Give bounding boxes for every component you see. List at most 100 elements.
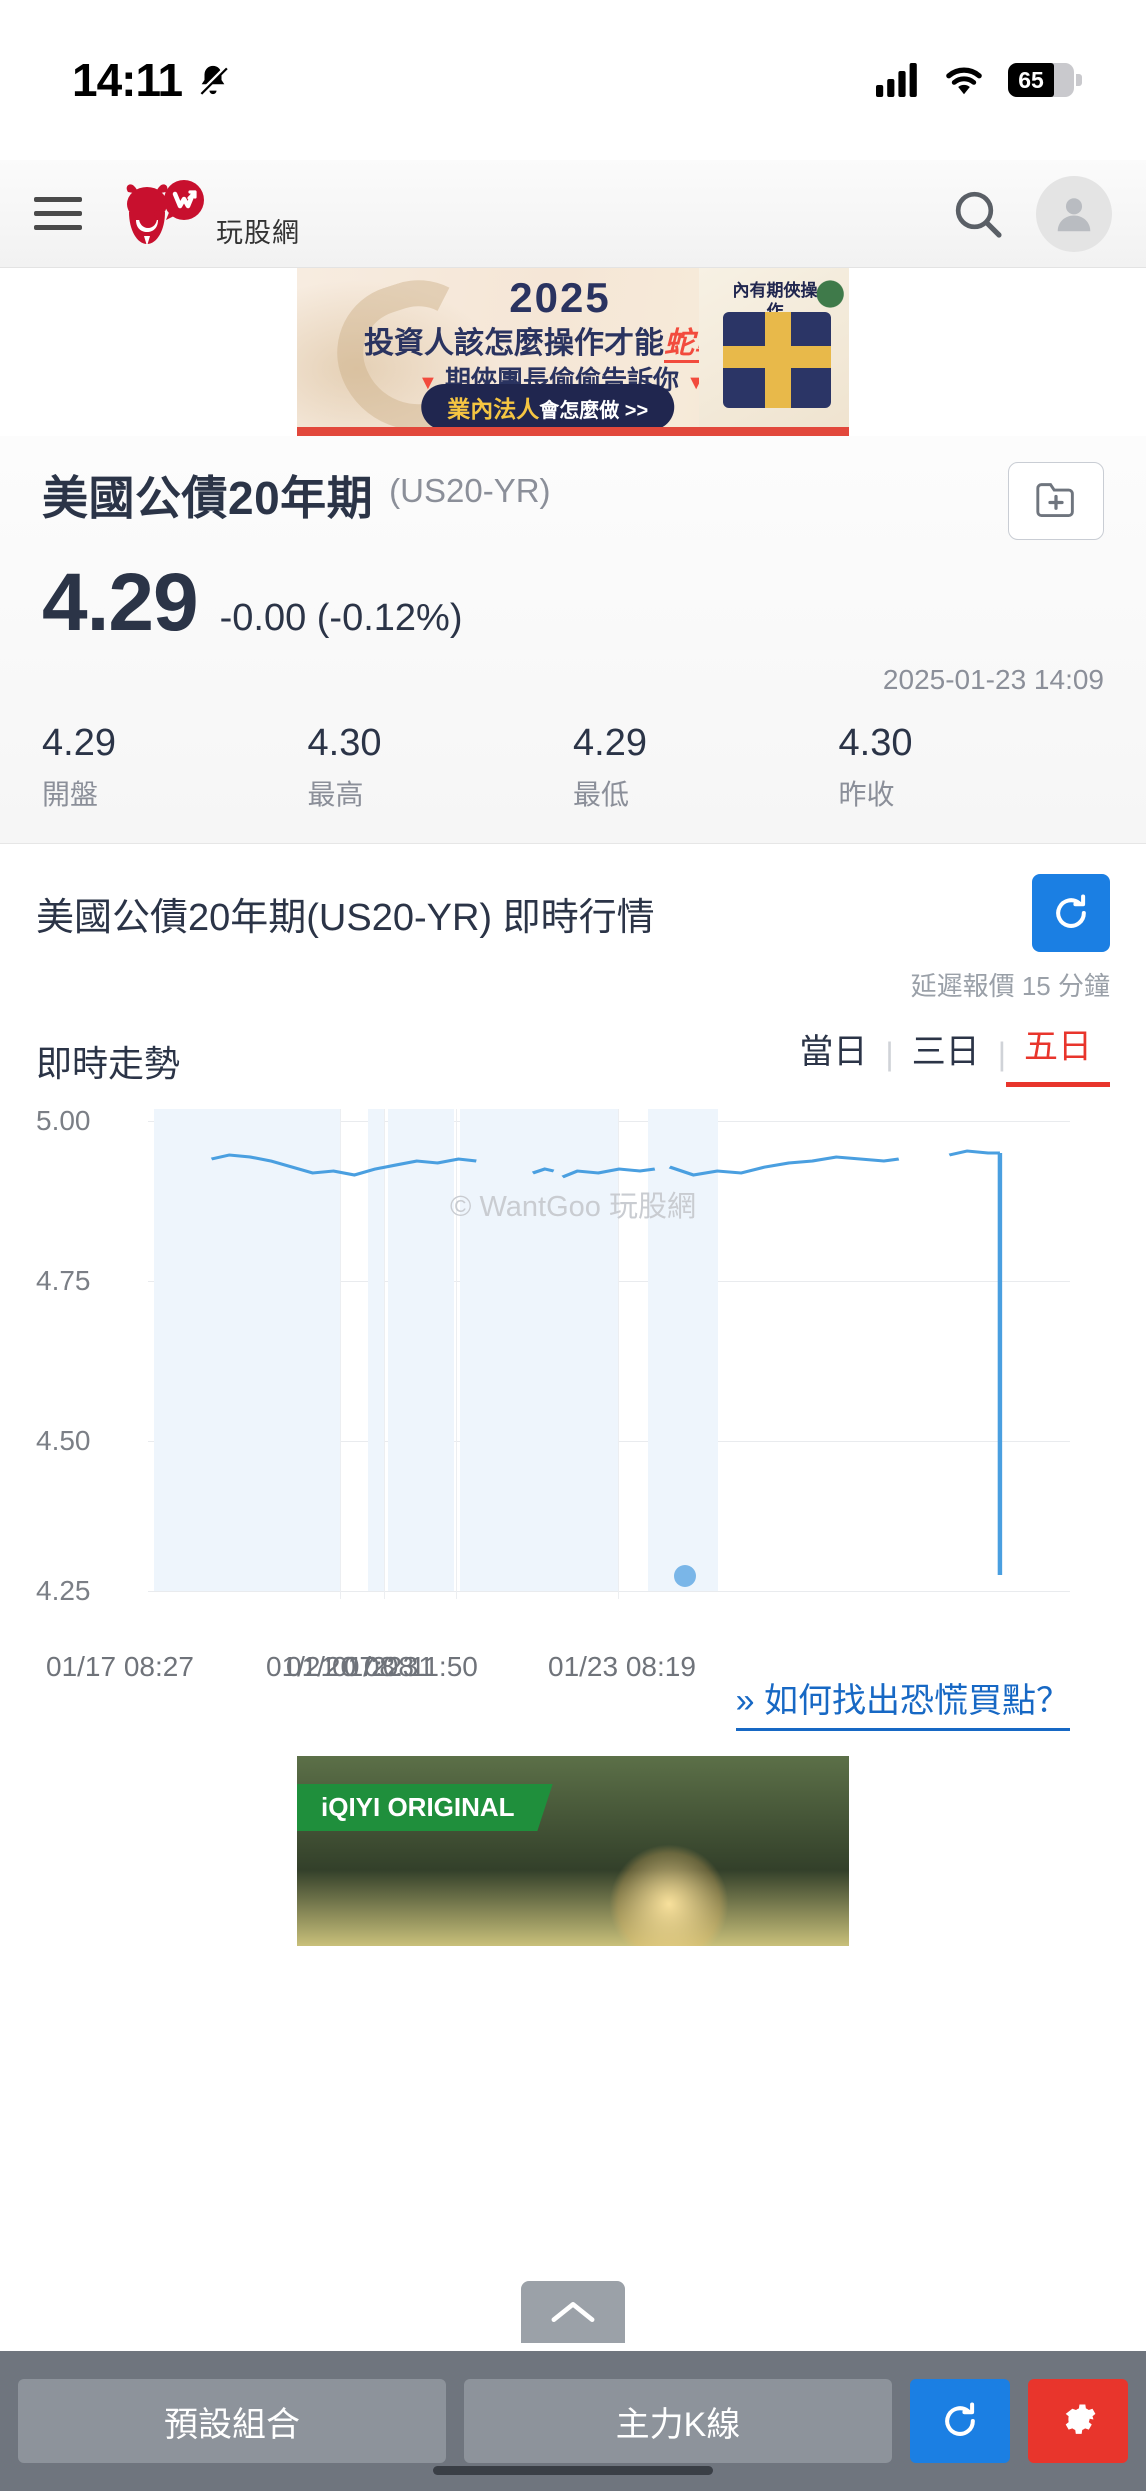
stat-value: 4.30 <box>307 722 382 764</box>
chart-tab-row: 即時走勢 當日 | 三日 | 五日 <box>36 1019 1110 1087</box>
tab-three-day[interactable]: 三日 <box>911 1033 980 1071</box>
refresh-icon[interactable] <box>910 2379 1010 2463</box>
session-band <box>368 1109 384 1591</box>
stat-low: 4.29 最低 <box>573 722 839 813</box>
cellular-signal-icon <box>876 63 917 97</box>
delay-note: 延遲報價 15 分鐘 <box>910 971 1110 1001</box>
instrument-code: (US20-YR) <box>389 472 551 509</box>
session-band <box>154 1109 340 1591</box>
home-indicator <box>433 2466 713 2475</box>
main-force-kline-button[interactable]: 主力K線 <box>464 2379 892 2463</box>
session-band <box>388 1109 454 1591</box>
vertical-gridline <box>456 1109 457 1599</box>
hamburger-menu-icon[interactable] <box>34 197 82 230</box>
stat-label: 最高 <box>307 779 364 810</box>
instrument-name: 美國公債20年期 <box>42 472 374 524</box>
status-bar-left: 14:11 <box>72 53 230 107</box>
vertical-gridline <box>384 1109 385 1599</box>
ad-banner[interactable]: 2025 投資人該怎麼操作才能蛇拿九穩 ▼ 期俠團長偷偷告訴你 ▼ 業內法人會怎… <box>297 268 849 436</box>
find-panic-buy-label: » 如何找出恐慌買點？ <box>735 1682 1070 1731</box>
status-bar: 14:11 65 <box>0 0 1146 160</box>
x-tick-label: 01/22 11:50 <box>332 1651 478 1682</box>
stat-value: 4.29 <box>42 722 116 764</box>
stat-open: 4.29 開盤 <box>42 722 308 813</box>
x-tick-label: 01/17 08:27 <box>46 1651 194 1682</box>
last-price: 4.29 <box>42 557 199 648</box>
price-chart[interactable]: 5.00 4.75 4.50 4.25 <box>36 1105 1110 1682</box>
battery-level: 65 <box>1018 66 1044 93</box>
price-change: -0.00 (-0.12%) <box>219 597 463 639</box>
stat-prev-close: 4.30 昨收 <box>839 722 1105 813</box>
gear-icon[interactable] <box>1028 2379 1128 2463</box>
pine-branch-icon <box>805 270 847 310</box>
gift-band-vertical <box>765 312 791 408</box>
y-tick-label: 4.75 <box>36 1265 91 1296</box>
y-tick-label: 4.50 <box>36 1425 91 1456</box>
promo-tag-label: iQIYI ORIGINAL <box>321 1792 515 1822</box>
stat-label: 昨收 <box>838 779 895 810</box>
x-tick-label: 01/20 08:31 <box>286 1651 434 1682</box>
session-band <box>648 1109 718 1591</box>
ad-headline-prefix: 投資人該怎麼操作才能 <box>364 327 664 360</box>
stat-value: 4.30 <box>838 722 913 764</box>
wifi-icon <box>946 67 982 95</box>
ad-bottom-strip <box>297 427 849 436</box>
chart-subtitle: 即時走勢 <box>36 1043 181 1084</box>
video-promo[interactable]: iQIYI ORIGINAL <box>297 1756 849 1946</box>
quote-stats-row: 4.29 開盤 4.30 最高 4.29 最低 4.30 昨收 <box>42 722 1104 813</box>
ad-cta-yellow: 業內法人 <box>447 396 540 422</box>
stat-high: 4.30 最高 <box>308 722 574 813</box>
promo-tag: iQIYI ORIGINAL <box>297 1784 553 1831</box>
session-band <box>460 1109 618 1591</box>
quote-title-row: 美國公債20年期 (US20-YR) <box>42 462 1104 540</box>
y-tick-label: 4.25 <box>36 1575 91 1606</box>
user-avatar-icon[interactable] <box>1036 175 1112 252</box>
chart-header: 美國公債20年期(US20-YR) 即時行情 <box>36 874 1110 952</box>
chevron-up-icon[interactable] <box>521 2281 625 2343</box>
x-tick-label: 01/23 08:19 <box>548 1651 696 1682</box>
stat-label: 開盤 <box>42 779 99 810</box>
ad-banner-wrapper: 2025 投資人該怎麼操作才能蛇拿九穩 ▼ 期俠團長偷偷告訴你 ▼ 業內法人會怎… <box>0 268 1146 436</box>
chart-watermark: © WantGoo 玩股網 <box>450 1191 696 1223</box>
status-time: 14:11 <box>72 54 183 106</box>
find-panic-buy-link[interactable]: » 如何找出恐慌買點？ <box>36 1639 1110 1731</box>
vertical-gridline <box>618 1109 619 1599</box>
chart-x-axis: 01/17 08:27 01/21 07:08 01/20 08:31 01/2… <box>36 1651 1110 1691</box>
chart-title: 美國公債20年期(US20-YR) 即時行情 <box>36 896 655 939</box>
tab-separator: | <box>997 1036 1006 1072</box>
quote-timestamp: 2025-01-23 14:09 <box>882 664 1104 695</box>
chart-line-series <box>210 1149 1003 1575</box>
chart-range-tabs: 當日 | 三日 | 五日 <box>781 1019 1110 1087</box>
bottom-toolbar: 預設組合 主力K線 <box>0 2351 1146 2491</box>
status-bar-right: 65 <box>876 63 1082 97</box>
last-price-marker <box>674 1565 696 1587</box>
refresh-icon[interactable] <box>1032 874 1110 952</box>
battery-icon: 65 <box>1008 63 1082 97</box>
ad-cta-button[interactable]: 業內法人會怎麼做 >> <box>421 384 675 430</box>
tab-five-day[interactable]: 五日 <box>1006 1019 1110 1087</box>
stat-label: 最低 <box>573 779 630 810</box>
chart-card: 美國公債20年期(US20-YR) 即時行情 延遲報價 15 分鐘 即時走勢 當… <box>0 844 1146 1731</box>
ad-gift-area: 內有期俠操作 錦囊大禮包 <box>699 268 849 436</box>
stat-value: 4.29 <box>573 722 647 764</box>
add-to-watchlist-icon[interactable] <box>1008 462 1104 540</box>
ad-year: 2025 <box>509 274 611 321</box>
tab-separator: | <box>885 1036 894 1072</box>
y-tick-label: 5.00 <box>36 1105 91 1136</box>
bell-muted-icon <box>199 65 228 95</box>
tab-today[interactable]: 當日 <box>799 1033 868 1071</box>
brand-logo-group[interactable]: 玩股網 <box>114 174 300 254</box>
default-portfolio-button[interactable]: 預設組合 <box>18 2379 446 2463</box>
search-icon[interactable] <box>950 186 1006 242</box>
quote-price-row: 4.29 -0.00 (-0.12%) <box>42 556 1104 650</box>
vertical-gridline <box>340 1109 341 1599</box>
brand-name: 玩股網 <box>216 217 300 248</box>
app-navbar: 玩股網 <box>0 160 1146 268</box>
x-tick-label: 01/21 07:08 <box>266 1651 414 1682</box>
sun-graphic <box>609 1844 729 1946</box>
bull-mascot-icon <box>114 174 210 254</box>
ad-cta-white: 會怎麼做 >> <box>539 400 649 422</box>
gridline <box>148 1591 1070 1592</box>
quote-card: 美國公債20年期 (US20-YR) 4.29 -0.00 (-0.12%) 2… <box>0 436 1146 844</box>
